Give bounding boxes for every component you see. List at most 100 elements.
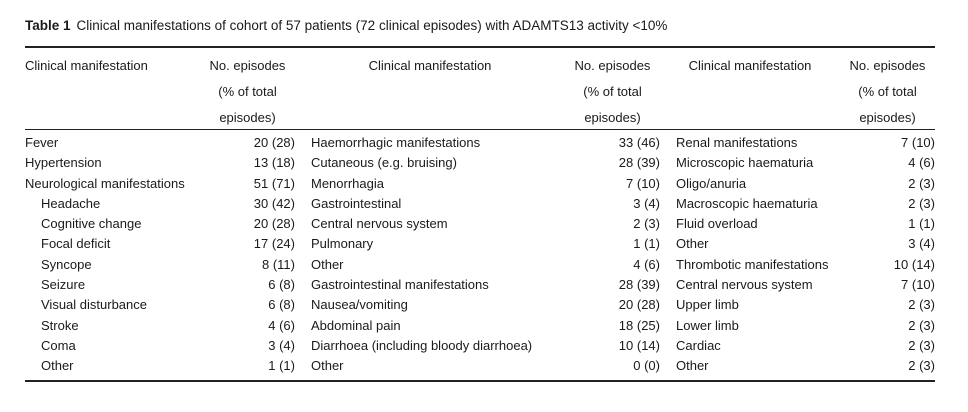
table-label: Table 1 — [25, 18, 71, 33]
episodes-cell: 7 (10) — [901, 277, 935, 293]
episodes-cell: 3 (4) — [268, 337, 295, 353]
header-row-1: Clinical manifestation No. episodes Clin… — [25, 53, 935, 79]
table-body: Fever 20 (28) Haemorrhagic manifestations 3… — [25, 133, 935, 377]
manifestation-cell: Cutaneous (e.g. bruising) — [311, 155, 457, 171]
episodes-cell: 4 (6) — [908, 155, 935, 171]
manifestation-cell: Other — [311, 256, 344, 272]
episodes-cell: 3 (4) — [633, 195, 660, 211]
manifestation-cell: Macroscopic haematuria — [676, 195, 818, 211]
manifestation-cell: Fever — [25, 135, 59, 150]
manifestation-cell: Headache — [41, 195, 101, 211]
header-episodes-3: No. episodes — [849, 58, 926, 73]
episodes-cell: 20 (28) — [253, 135, 295, 150]
header-episodes-2: No. episodes — [574, 58, 651, 73]
episodes-cell: 13 (18) — [253, 155, 295, 171]
episodes-cell: 18 (25) — [618, 317, 660, 333]
table-row: Seizure 6 (8) Gastrointestinal manifestati… — [25, 275, 935, 295]
header-episodes-1-line2: (% of total — [218, 84, 277, 99]
header-manifestation-3: Clinical manifestation — [688, 58, 812, 73]
table-row: Focal deficit 17 (24) Pulmonary 1 (1) Other 3… — [25, 234, 935, 254]
table-row: Visual disturbance 6 (8) Nausea/vomiting 20… — [25, 295, 935, 315]
episodes-cell: 2 (3) — [908, 297, 935, 313]
episodes-cell: 4 (6) — [633, 256, 660, 272]
bottom-rule — [25, 380, 935, 382]
header-episodes-3-line3: episodes) — [859, 110, 916, 125]
episodes-cell: 6 (8) — [268, 277, 295, 293]
header-episodes-3-line2: (% of total — [858, 84, 917, 99]
manifestation-cell: Cardiac — [676, 337, 721, 353]
header-row-3: episodes) episodes) episodes) — [25, 105, 935, 131]
episodes-cell: 2 (3) — [908, 358, 935, 374]
episodes-cell: 7 (10) — [626, 175, 660, 191]
manifestation-cell: Gastrointestinal — [311, 195, 402, 211]
manifestation-cell: Stroke — [41, 317, 79, 333]
header-manifestation-1: Clinical manifestation — [25, 58, 148, 73]
header-row-2: (% of total (% of total (% of total — [25, 79, 935, 105]
episodes-cell: 2 (3) — [908, 195, 935, 211]
table-caption: Table 1 Clinical manifestations of cohort… — [25, 18, 667, 33]
table-row: Other 1 (1) Other 0 (0) Other 2 (3) — [25, 356, 935, 376]
episodes-cell: 30 (42) — [253, 195, 295, 211]
table-row: Coma 3 (4) Diarrhoea (including bloody dia… — [25, 336, 935, 356]
manifestation-cell: Thrombotic manifestations — [676, 256, 829, 272]
manifestation-cell: Other — [41, 358, 74, 374]
table-row: Stroke 4 (6) Abdominal pain 18 (25) Lower li… — [25, 316, 935, 336]
episodes-cell: 28 (39) — [618, 155, 660, 171]
manifestation-cell: Other — [676, 358, 709, 374]
manifestation-cell: Central nervous system — [676, 277, 813, 293]
episodes-cell: 2 (3) — [908, 337, 935, 353]
manifestation-cell: Abdominal pain — [311, 317, 401, 333]
episodes-cell: 28 (39) — [618, 277, 660, 293]
episodes-cell: 2 (3) — [908, 317, 935, 333]
episodes-cell: 1 (1) — [268, 358, 295, 374]
table-row: Syncope 8 (11) Other 4 (6) Thrombotic manife… — [25, 255, 935, 275]
manifestation-cell: Coma — [41, 337, 76, 353]
episodes-cell: 10 (14) — [618, 337, 660, 353]
episodes-cell: 4 (6) — [268, 317, 295, 333]
manifestation-cell: Gastrointestinal manifestations — [311, 277, 489, 293]
manifestation-cell: Diarrhoea (including bloody diarrhoea) — [311, 337, 533, 353]
table-row: Cognitive change 20 (28) Central nervous s… — [25, 214, 935, 234]
manifestation-cell: Pulmonary — [311, 236, 374, 252]
table-row: Fever 20 (28) Haemorrhagic manifestations 3… — [25, 133, 935, 153]
manifestation-cell: Cognitive change — [41, 216, 142, 232]
manifestation-cell: Other — [311, 358, 344, 374]
episodes-cell: 51 (71) — [253, 175, 295, 191]
manifestation-cell: Haemorrhagic manifestations — [311, 135, 481, 150]
episodes-cell: 7 (10) — [901, 135, 935, 150]
top-rule — [25, 46, 935, 48]
table-row: Headache 30 (42) Gastrointestinal 3 (4) Macr… — [25, 194, 935, 214]
episodes-cell: 2 (3) — [908, 175, 935, 191]
table-row: Neurological manifestations 51 (71) Menorr… — [25, 174, 935, 194]
header-rule — [25, 129, 935, 130]
episodes-cell: 20 (28) — [253, 216, 295, 232]
manifestation-cell: Neurological manifestations — [25, 175, 185, 191]
table-title: Clinical manifestations of cohort of 57 … — [76, 18, 668, 33]
episodes-cell: 3 (4) — [908, 236, 935, 252]
manifestation-cell: Lower limb — [676, 317, 739, 333]
header-episodes-1-line3: episodes) — [219, 110, 276, 125]
manifestation-cell: Central nervous system — [311, 216, 448, 232]
episodes-cell: 2 (3) — [633, 216, 660, 232]
episodes-cell: 17 (24) — [253, 236, 295, 252]
header-episodes-2-line2: (% of total — [583, 84, 642, 99]
episodes-cell: 1 (1) — [908, 216, 935, 232]
episodes-cell: 1 (1) — [633, 236, 660, 252]
manifestation-cell: Focal deficit — [41, 236, 111, 252]
episodes-cell: 6 (8) — [268, 297, 295, 313]
manifestation-cell: Hypertension — [25, 155, 102, 171]
manifestation-cell: Syncope — [41, 256, 92, 272]
header-episodes-2-line3: episodes) — [584, 110, 641, 125]
table-row: Hypertension 13 (18) Cutaneous (e.g. bruis… — [25, 153, 935, 173]
manifestation-cell: Nausea/vomiting — [311, 297, 408, 313]
episodes-cell: 33 (46) — [618, 135, 660, 150]
manifestation-cell: Fluid overload — [676, 216, 758, 232]
manifestation-cell: Upper limb — [676, 297, 739, 313]
manifestation-cell: Microscopic haematuria — [676, 155, 814, 171]
episodes-cell: 8 (11) — [262, 256, 295, 272]
header-manifestation-2: Clinical manifestation — [368, 58, 492, 73]
episodes-cell: 0 (0) — [633, 358, 660, 374]
manifestation-cell: Seizure — [41, 277, 86, 293]
manifestation-cell: Oligo/anuria — [676, 175, 747, 191]
manifestation-cell: Other — [676, 236, 709, 252]
